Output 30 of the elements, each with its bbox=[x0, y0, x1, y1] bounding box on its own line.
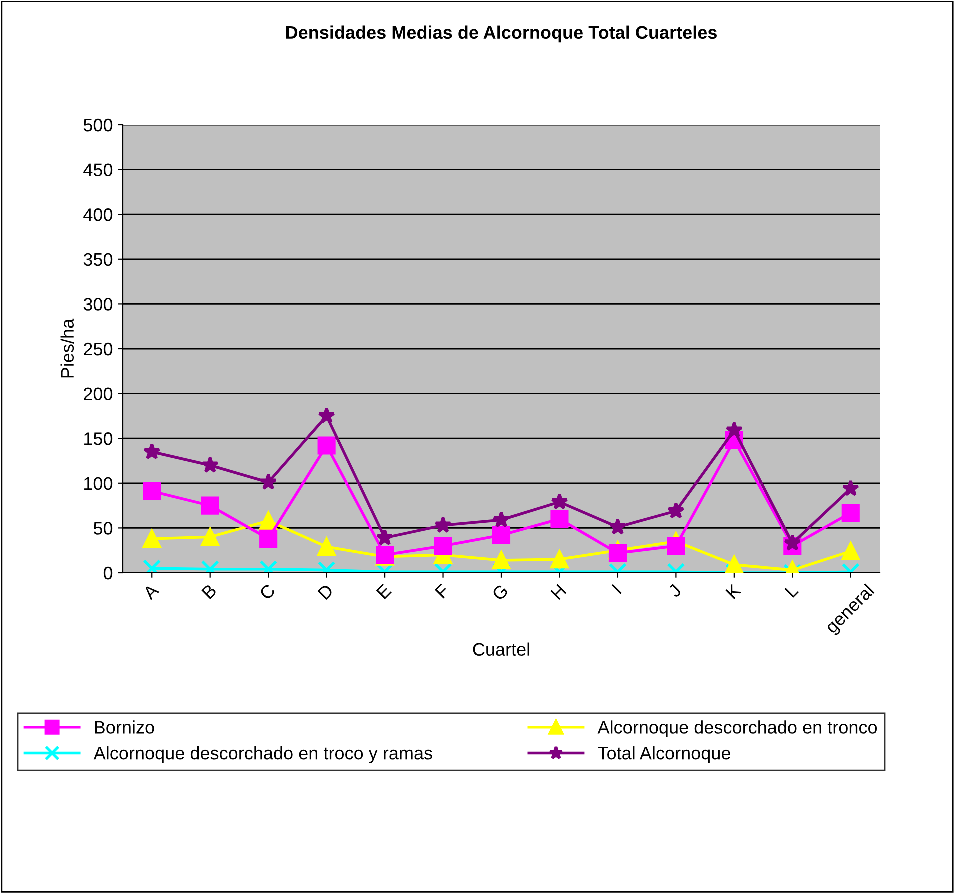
y-tick-label: 50 bbox=[94, 522, 113, 535]
y-tick-label: 450 bbox=[84, 164, 113, 177]
x-tick-label: L bbox=[784, 584, 800, 598]
x-tick-label: A bbox=[142, 583, 160, 600]
y-tick-label: 0 bbox=[104, 566, 113, 580]
x-tick-label: C bbox=[259, 584, 276, 601]
y-tick-label: 400 bbox=[84, 208, 113, 222]
x-axis-title: Cuartel bbox=[473, 642, 530, 656]
legend-label: Alcornoque descorchado en troco y ramas bbox=[94, 746, 432, 764]
y-tick-label: 100 bbox=[84, 477, 113, 490]
y-axis-title: Pies/ha bbox=[60, 318, 74, 378]
x-tick-label: I bbox=[612, 584, 622, 594]
x-tick-label: E bbox=[376, 584, 392, 600]
y-tick-label: 200 bbox=[84, 388, 113, 401]
x-tick-label: B bbox=[202, 584, 218, 600]
chart-title: Densidades Medias de Alcornoque Total Cuarteles bbox=[286, 26, 717, 43]
y-tick-label: 300 bbox=[84, 298, 113, 311]
y-tick-label: 350 bbox=[84, 253, 113, 266]
x-tick-label: D bbox=[318, 584, 334, 600]
y-tick-label: 150 bbox=[84, 432, 113, 446]
legend-label: Alcornoque descorchado en tronco bbox=[598, 720, 878, 738]
legend-label: Total Alcornoque bbox=[598, 746, 730, 764]
y-tick-label: 500 bbox=[84, 118, 113, 132]
y-tick-label: 250 bbox=[84, 342, 113, 356]
x-tick-label: K bbox=[726, 583, 742, 600]
x-tick-label: H bbox=[550, 584, 567, 600]
legend-label: Bornizo bbox=[95, 720, 154, 734]
x-tick-label: J bbox=[668, 584, 682, 598]
x-tick-label: G bbox=[492, 584, 509, 602]
x-tick-label: F bbox=[434, 584, 450, 599]
